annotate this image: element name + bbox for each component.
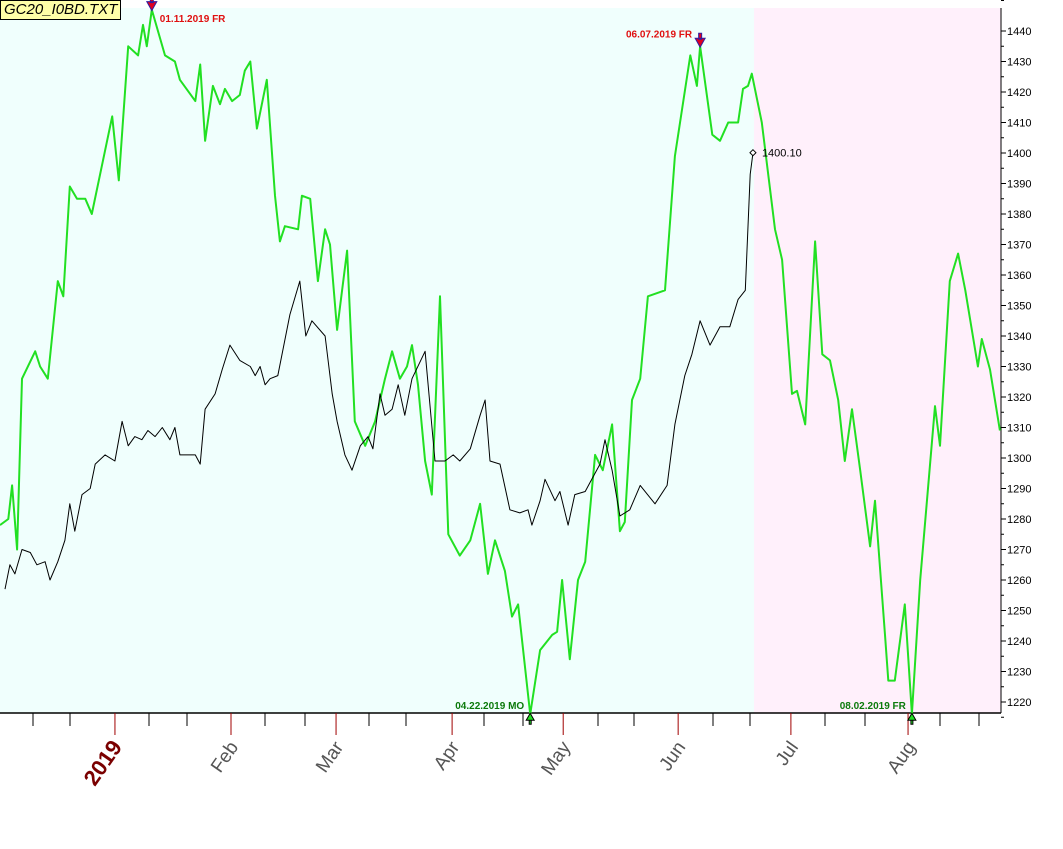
y-tick-label: 1410 [1007,118,1031,130]
peak-arrow-icon [145,0,158,12]
x-month-label: May [537,737,575,779]
history-background [0,8,755,713]
y-tick-label: 1320 [1007,392,1031,404]
x-month-label: Feb [207,738,243,777]
peak-arrow-icon [694,32,706,49]
last-value-marker-icon [749,148,757,157]
chart-title: GC20_I0BD.TXT [0,0,122,20]
y-tick-label: 1380 [1007,209,1031,221]
y-tick-label: 1240 [1007,636,1031,648]
x-month-label: Aug [884,738,921,778]
y-tick-label: 1330 [1007,362,1031,374]
peak-date-label: 06.07.2019 FR [626,29,693,40]
y-tick-label: 1420 [1007,87,1031,99]
trough-date-label: 08.02.2019 FR [840,701,907,712]
y-tick-label: 1390 [1007,179,1031,191]
y-tick-label: 1300 [1007,453,1031,465]
y-tick-label: 1310 [1007,423,1031,435]
y-tick-label: 1370 [1007,240,1031,252]
peak-date-label: 01.11.2019 FR [160,14,226,25]
trough-arrow-icon [525,712,536,725]
projection-background [754,8,1001,713]
x-month-label: Jun [655,738,690,775]
last-value-label: 1400.10 [762,148,802,160]
x-month-label: Jul [772,738,803,770]
trough-date-label: 04.22.2019 MO [455,701,524,712]
y-tick-label: 1230 [1007,667,1031,679]
trough-arrow-icon [907,712,917,725]
x-month-label: Mar [312,737,348,776]
y-tick-label: 1400 [1007,148,1031,160]
y-tick-label: 1290 [1007,484,1031,496]
y-tick-label: 1340 [1007,331,1031,343]
x-month-label: Apr [430,737,465,774]
y-tick-label: 1260 [1007,575,1031,587]
y-tick-label: 1220 [1007,697,1031,709]
y-tick-label: 1280 [1007,514,1031,526]
y-tick-label: 1350 [1007,301,1031,313]
y-tick-label: 1440 [1007,26,1031,38]
x-month-label: 2019 [78,736,127,790]
black-price-line [4,152,754,590]
y-tick-label: 1430 [1007,57,1031,69]
y-tick-label: 1270 [1007,545,1031,557]
y-tick-label: 1250 [1007,606,1031,618]
y-tick-label: 1360 [1007,270,1031,282]
